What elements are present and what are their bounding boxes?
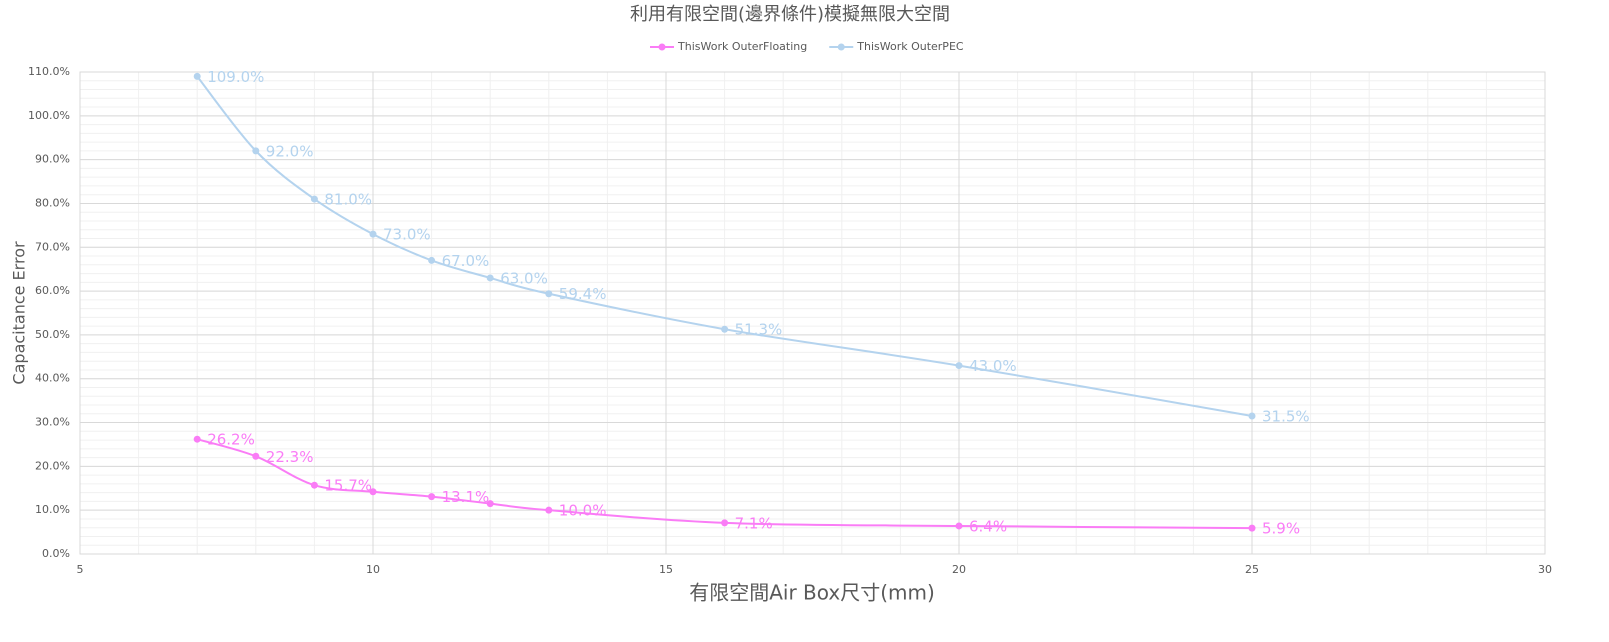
y-tick-label: 30.0% — [35, 416, 70, 429]
x-tick-label: 30 — [1538, 563, 1552, 576]
data-label: 81.0% — [324, 191, 372, 209]
data-label: 10.0% — [559, 502, 607, 520]
y-tick-label: 50.0% — [35, 328, 70, 341]
x-tick-label: 20 — [952, 563, 966, 576]
legend-marker — [837, 43, 845, 51]
data-label: 109.0% — [207, 68, 264, 86]
y-tick-label: 90.0% — [35, 153, 70, 166]
y-tick-label: 70.0% — [35, 240, 70, 253]
data-label: 22.3% — [266, 448, 314, 466]
data-point — [252, 147, 260, 155]
data-label: 7.1% — [735, 514, 773, 532]
data-point — [955, 362, 963, 370]
data-point — [721, 519, 729, 527]
data-point — [1248, 412, 1256, 420]
data-point — [955, 522, 963, 530]
data-point — [310, 481, 318, 489]
chart-title: 利用有限空間(邊界條件)模擬無限大空間 — [630, 4, 950, 25]
data-point — [193, 72, 201, 80]
data-point — [369, 230, 377, 238]
x-tick-label: 5 — [77, 563, 84, 576]
data-point — [721, 325, 729, 333]
data-label: 15.7% — [324, 477, 372, 495]
y-tick-label: 110.0% — [28, 65, 70, 78]
data-label: 92.0% — [266, 142, 314, 160]
data-point — [486, 500, 494, 508]
plot-frame — [79, 71, 1546, 555]
x-tick-label: 10 — [366, 563, 380, 576]
data-point — [545, 290, 553, 298]
data-point — [428, 493, 436, 501]
y-tick-label: 20.0% — [35, 459, 70, 472]
data-point — [486, 274, 494, 282]
legend-label: ThisWork OuterFloating — [677, 40, 807, 53]
data-point — [428, 256, 436, 264]
data-label: 59.4% — [559, 285, 607, 303]
y-tick-label: 0.0% — [42, 547, 70, 560]
data-point — [252, 452, 260, 460]
data-label: 43.0% — [969, 357, 1017, 375]
y-tick-label: 10.0% — [35, 503, 70, 516]
y-tick-label: 60.0% — [35, 284, 70, 297]
data-point — [1248, 524, 1256, 532]
x-axis-title: 有限空間Air Box尺寸(mm) — [689, 581, 935, 605]
data-label: 26.2% — [207, 431, 255, 449]
y-axis-title: Capacitance Error — [10, 241, 29, 385]
data-label: 67.0% — [442, 252, 490, 270]
x-tick-label: 25 — [1245, 563, 1259, 576]
data-point — [545, 506, 553, 514]
legend-label: ThisWork OuterPEC — [856, 40, 964, 53]
y-tick-label: 40.0% — [35, 372, 70, 385]
legend-marker — [658, 43, 666, 51]
data-label: 5.9% — [1262, 520, 1300, 538]
data-label: 63.0% — [500, 269, 548, 287]
data-label: 13.1% — [442, 488, 490, 506]
y-tick-label: 80.0% — [35, 196, 70, 209]
data-point — [193, 435, 201, 443]
data-point — [369, 488, 377, 496]
data-label: 31.5% — [1262, 407, 1310, 425]
data-label: 6.4% — [969, 517, 1007, 535]
data-label: 51.3% — [735, 321, 783, 339]
data-label: 73.0% — [383, 226, 431, 244]
y-tick-label: 100.0% — [28, 109, 70, 122]
x-tick-label: 15 — [659, 563, 673, 576]
data-point — [310, 195, 318, 203]
